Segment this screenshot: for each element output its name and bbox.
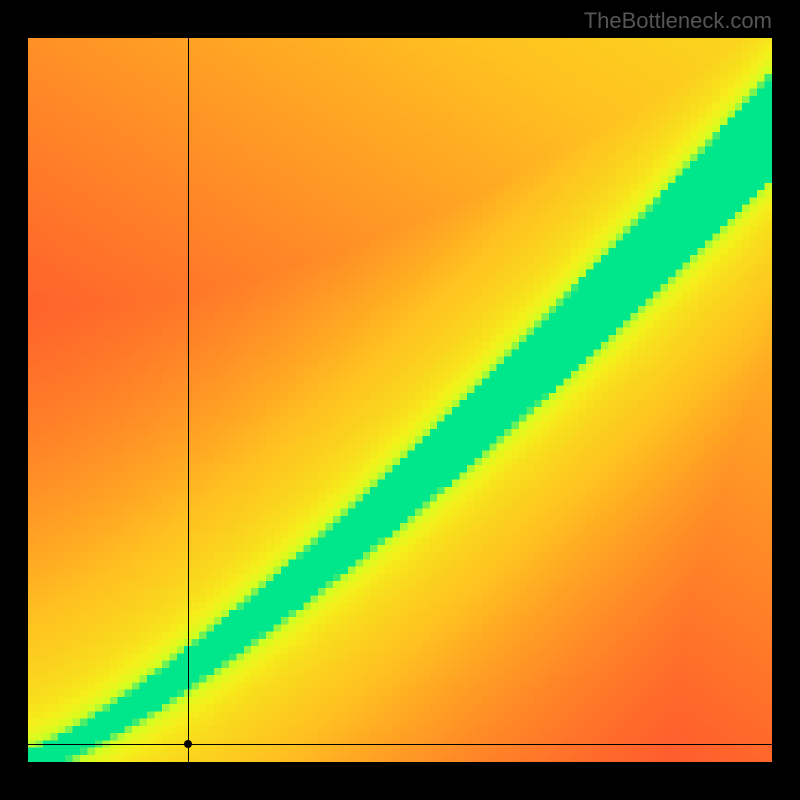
crosshair-vertical — [188, 38, 189, 762]
heatmap-canvas — [28, 38, 772, 762]
watermark-text: TheBottleneck.com — [584, 8, 772, 34]
heatmap-plot — [28, 38, 772, 762]
crosshair-dot — [184, 740, 192, 748]
crosshair-horizontal — [28, 744, 772, 745]
